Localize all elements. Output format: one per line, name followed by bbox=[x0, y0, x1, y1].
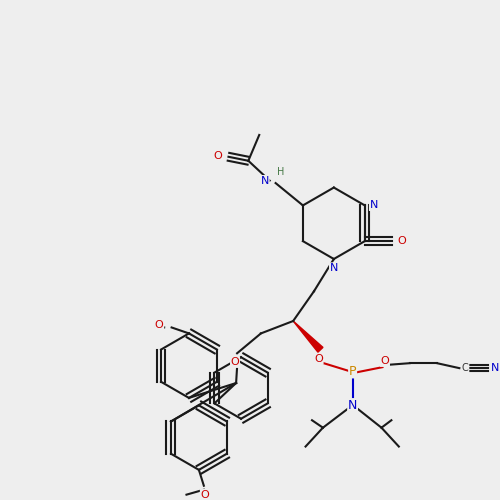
Text: O: O bbox=[380, 356, 390, 366]
Text: O: O bbox=[230, 357, 239, 367]
Text: N: N bbox=[491, 363, 500, 373]
Text: O: O bbox=[398, 236, 406, 246]
Text: O: O bbox=[155, 320, 164, 330]
Text: N: N bbox=[348, 399, 358, 412]
Polygon shape bbox=[293, 321, 323, 352]
Text: O: O bbox=[200, 490, 209, 500]
Text: C: C bbox=[462, 363, 468, 373]
Text: N: N bbox=[370, 200, 378, 210]
Text: N: N bbox=[491, 363, 500, 373]
Text: O: O bbox=[155, 320, 164, 330]
Text: N: N bbox=[370, 200, 378, 210]
Text: O: O bbox=[380, 356, 390, 366]
Text: N: N bbox=[330, 263, 338, 273]
Text: O: O bbox=[230, 357, 239, 367]
Text: O: O bbox=[213, 151, 222, 161]
Text: O: O bbox=[200, 490, 209, 500]
Text: N: N bbox=[260, 176, 269, 186]
Text: N: N bbox=[260, 176, 269, 186]
Text: C: C bbox=[462, 363, 468, 373]
Text: P: P bbox=[349, 364, 356, 378]
Text: O: O bbox=[213, 151, 222, 161]
Text: P: P bbox=[349, 364, 356, 378]
Text: O: O bbox=[314, 354, 323, 364]
Text: O: O bbox=[398, 236, 406, 246]
Text: N: N bbox=[330, 264, 338, 274]
Text: H: H bbox=[277, 167, 284, 177]
Text: H: H bbox=[277, 167, 284, 177]
Text: N: N bbox=[348, 399, 358, 412]
Text: O: O bbox=[314, 354, 323, 364]
